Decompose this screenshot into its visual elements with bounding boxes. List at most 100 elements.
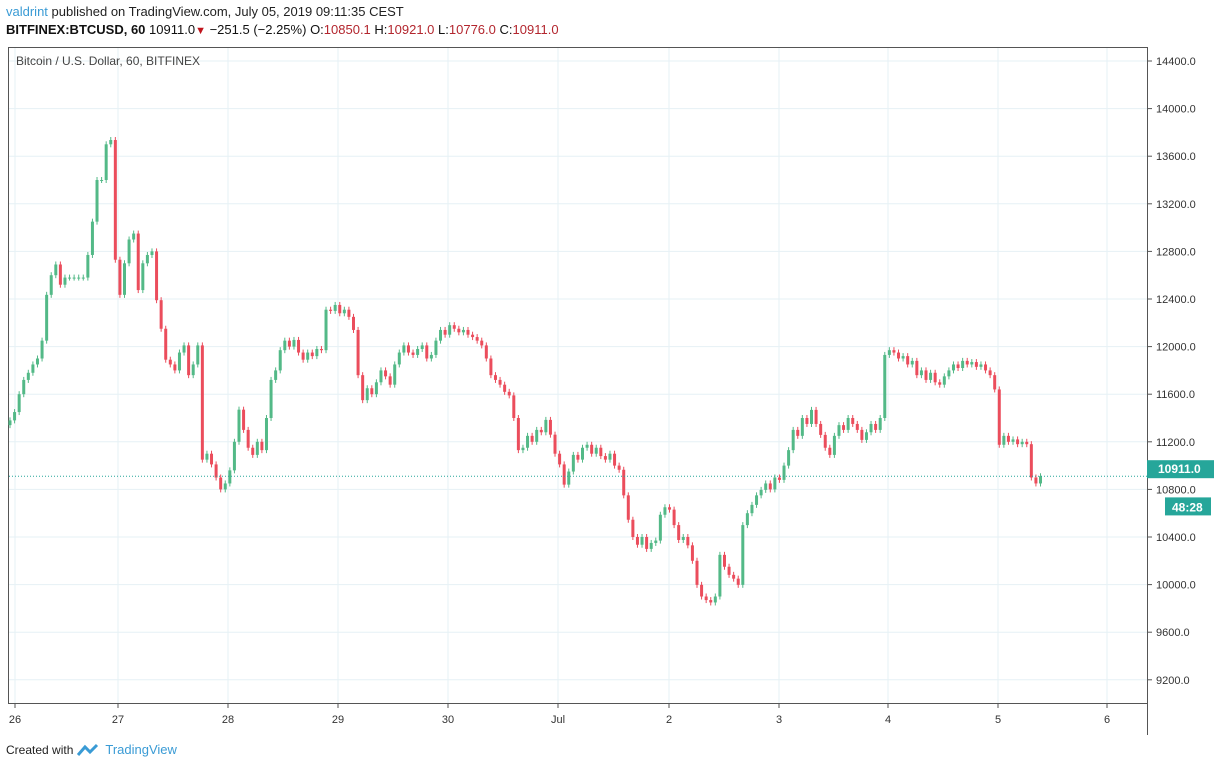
candle-body: [352, 316, 355, 330]
last-price-badge: [1147, 460, 1214, 479]
price-axis[interactable]: 9200.0 9600.0 10000.0 10400.0 10800.0 11200.0…: [1147, 56, 1196, 687]
candle-body: [828, 447, 832, 455]
candle-body: [173, 364, 177, 371]
candle-body: [539, 429, 543, 433]
candle-body: [45, 294, 49, 341]
candle-body: [150, 251, 154, 255]
candle-body: [159, 300, 163, 329]
candle-body: [796, 429, 800, 436]
candle-body: [759, 489, 763, 496]
candle-body: [402, 345, 406, 353]
candle-body: [855, 423, 859, 430]
candle-body: [333, 304, 337, 311]
candle-body: [370, 388, 374, 395]
candle-body: [200, 345, 204, 460]
candle-body: [242, 409, 246, 430]
candle-body: [81, 277, 85, 279]
price-tick-label: 11200.0: [1156, 437, 1195, 449]
candle-body: [919, 370, 923, 376]
time-tick-label: 3: [776, 714, 782, 726]
candle-body: [219, 477, 223, 490]
candle-body: [750, 504, 754, 514]
candle-body: [475, 337, 479, 341]
tradingview-brand-link[interactable]: TradingView: [105, 742, 177, 757]
candle-body: [448, 325, 452, 335]
candle-body: [77, 277, 81, 279]
candle-body: [493, 375, 497, 380]
candle-body: [883, 354, 887, 418]
candle-body: [622, 469, 626, 496]
price-tick-label: 12800.0: [1156, 246, 1196, 258]
candle-body: [484, 345, 488, 359]
candle-body: [718, 554, 722, 597]
candle-body: [301, 352, 305, 360]
time-tick-label: 6: [1104, 714, 1110, 726]
candle-body: [136, 233, 140, 291]
price-tick-label: 14000.0: [1156, 104, 1196, 116]
candle-body: [576, 454, 580, 460]
time-tick-label: 28: [222, 714, 234, 726]
candle-body: [1039, 476, 1042, 484]
author-link[interactable]: valdrint: [6, 4, 48, 19]
candle-body: [823, 434, 827, 448]
candle-body: [860, 429, 864, 440]
candle-body: [457, 328, 461, 333]
candle-body: [805, 418, 809, 424]
candle-body: [544, 419, 548, 433]
time-tick-label: Jul: [551, 714, 565, 726]
countdown-badge: [1165, 497, 1211, 516]
price-tick-label: 10800.0: [1156, 484, 1196, 496]
candle-body: [819, 423, 823, 435]
candle-body: [54, 264, 58, 276]
price-tick-label: 10400.0: [1156, 532, 1196, 544]
candles: [8, 137, 1042, 606]
candle-body: [466, 329, 470, 335]
candle-body: [384, 370, 388, 377]
last-price-badge-label: 10911.0: [1158, 462, 1201, 476]
candle-body: [970, 362, 974, 365]
candle-body: [897, 352, 901, 359]
candle-body: [338, 304, 342, 314]
candle-body: [892, 350, 896, 353]
candle-body: [1006, 435, 1010, 442]
candle-body: [929, 372, 933, 380]
candle-body: [617, 465, 621, 470]
footer: Created with TradingView: [6, 742, 177, 757]
candle-body: [658, 514, 662, 541]
candle-body: [979, 364, 983, 367]
candle-body: [704, 596, 708, 601]
candle-body: [590, 444, 594, 454]
candle-body: [777, 477, 781, 480]
price-chart[interactable]: Bitcoin / U.S. Dollar, 60, BITFINEX 9200…: [0, 0, 1214, 740]
candle-body: [58, 264, 62, 285]
time-tick-label: 30: [442, 714, 454, 726]
price-tick-label: 11600.0: [1156, 389, 1195, 401]
candle-body: [732, 574, 736, 579]
price-tick-label: 13200.0: [1156, 199, 1196, 211]
candle-body: [951, 364, 955, 371]
created-with-text: Created with: [6, 742, 74, 757]
candle-body: [603, 456, 607, 460]
price-tick-label: 9200.0: [1156, 675, 1190, 687]
chart-frame: [8, 47, 1148, 704]
last-price-line: 10911.0 48:28: [9, 460, 1214, 516]
candle-body: [35, 358, 39, 365]
candle-body: [416, 348, 420, 355]
candle-body: [663, 507, 667, 515]
candle-body: [461, 329, 465, 333]
time-axis[interactable]: 26 27 28 29 30 Jul 2 3 4 5 6: [9, 703, 1110, 726]
candle-body: [837, 425, 841, 436]
candle-body: [548, 419, 552, 435]
candle-body: [906, 356, 910, 365]
candle-body: [397, 352, 401, 365]
candle-body: [686, 537, 690, 546]
candle-body: [874, 423, 878, 430]
candle-body: [503, 384, 507, 392]
candle-body: [727, 566, 731, 575]
candle-body: [425, 345, 429, 359]
candle-body: [571, 454, 575, 472]
candle-body: [168, 359, 172, 365]
candle-body: [1020, 441, 1024, 445]
candle-body: [567, 471, 571, 485]
candle-body: [393, 364, 397, 385]
